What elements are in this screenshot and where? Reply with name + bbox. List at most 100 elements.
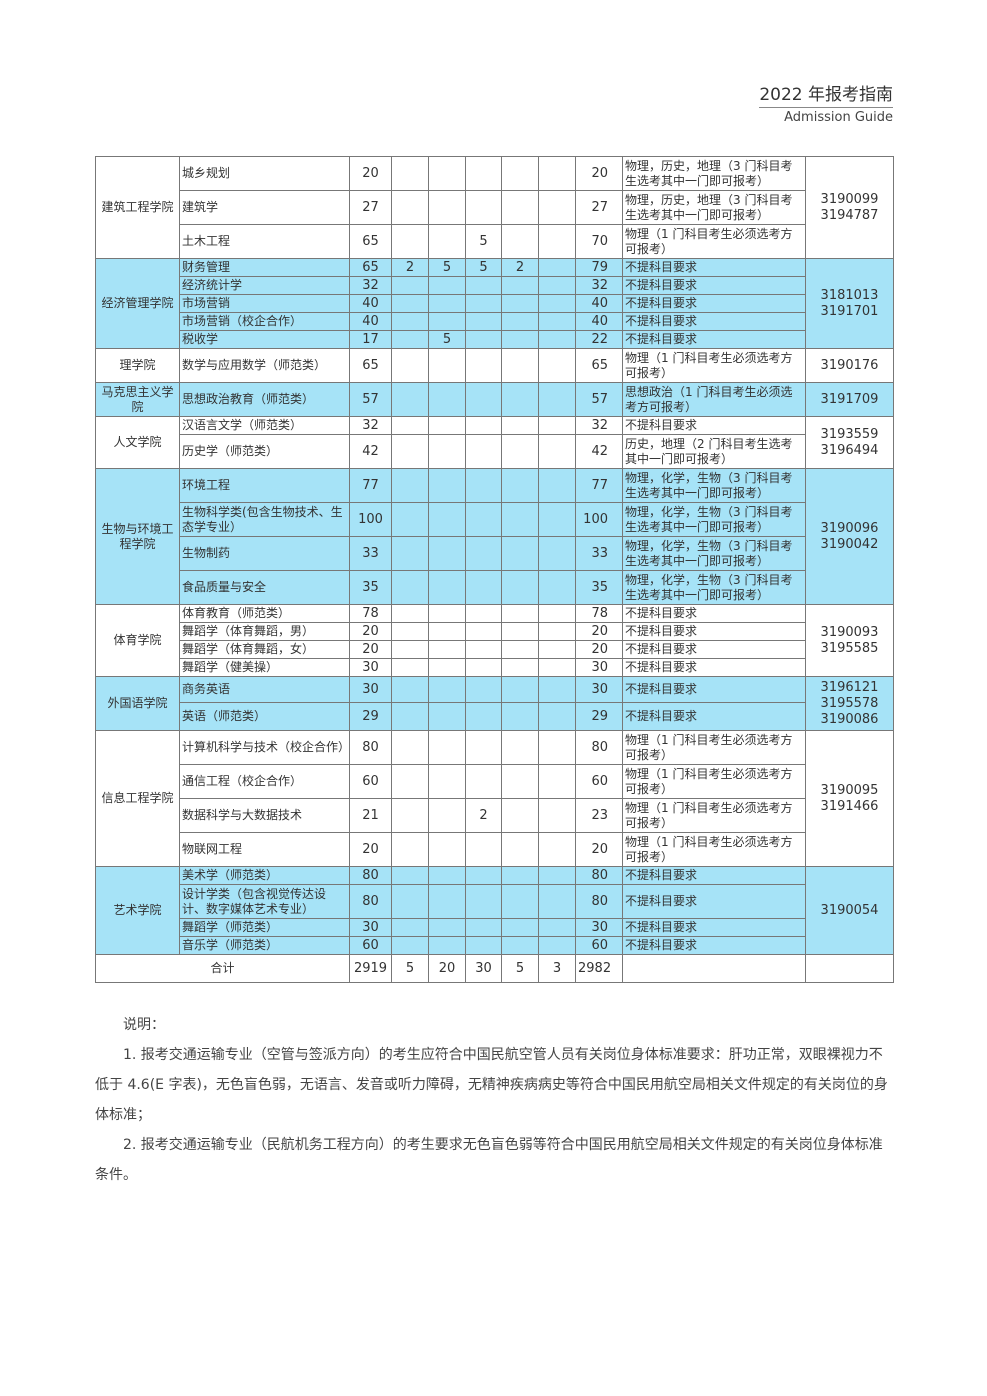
plan-count [391, 382, 429, 417]
major-name: 数学与应用数学（师范类） [179, 348, 350, 383]
major-name: 体育教育（师范类） [179, 604, 350, 623]
plan-count: 78 [349, 604, 392, 623]
plan-count [428, 416, 466, 435]
plan-count [501, 416, 539, 435]
table-row: 生物与环境工程学院 环境工程 77 77 物理，化学，生物（3 门科目考生选考其中一门即… [95, 468, 894, 605]
plan-count [428, 468, 466, 503]
grand-total: 2982 [575, 954, 623, 983]
major-name: 舞蹈学（体育舞蹈，男） [179, 622, 350, 641]
total-plan-count: 30 [465, 954, 502, 983]
plan-count [538, 536, 576, 571]
plan-count [391, 434, 429, 469]
total-plan-count: 20 [428, 954, 466, 983]
plan-count: 60 [349, 936, 392, 955]
plan-count [465, 884, 502, 919]
phone-number: 3190099 [820, 191, 879, 207]
plan-count [501, 832, 539, 867]
plan-count [538, 570, 576, 605]
plan-count [538, 330, 576, 349]
plan-count [465, 622, 502, 641]
plan-count: 5 [428, 330, 466, 349]
plan-count [465, 382, 502, 417]
total-count: 23 [575, 798, 623, 833]
plan-count [391, 604, 429, 623]
total-count: 20 [575, 832, 623, 867]
subject-requirement: 不提科目要求 [622, 258, 806, 277]
plan-count [501, 570, 539, 605]
plan-count: 80 [349, 730, 392, 765]
plan-count [391, 416, 429, 435]
admission-table: 建筑工程学院 城乡规划 20 20 物理，历史，地理（3 门科目考生选考其中一门即可报考… [95, 156, 894, 983]
contact-phone: 3190099 3194787 [805, 156, 894, 259]
table-row: 经济统计学 32 32 不提科目要求 [96, 276, 894, 295]
plan-count: 5 [465, 258, 502, 277]
plan-count [501, 764, 539, 799]
plan-count [501, 294, 539, 313]
total-count: 20 [575, 156, 623, 191]
table-row: 市场营销（校企合作） 40 40 不提科目要求 [96, 312, 894, 331]
plan-count [538, 936, 576, 955]
plan-count [428, 622, 466, 641]
major-name: 英语（师范类） [179, 702, 350, 731]
total-count: 27 [575, 190, 623, 225]
table-row: 人文学院 汉语言文学（师范类） 32 32 不提科目要求 3193559 3196494 [95, 416, 894, 469]
plan-count [501, 468, 539, 503]
plan-count [391, 866, 429, 885]
plan-count [501, 730, 539, 765]
plan-count [501, 936, 539, 955]
phone-number: 3191701 [820, 303, 879, 319]
plan-count [391, 832, 429, 867]
major-name: 舞蹈学（师范类） [179, 918, 350, 937]
subject-requirement: 历史，地理（2 门科目考生选考其中一门即可报考） [622, 434, 806, 469]
total-row: 合计 2919 5 20 30 5 3 2982 [95, 954, 894, 983]
plan-count [501, 330, 539, 349]
table-row: 土木工程 65 5 70 物理（1 门科目考生必须选考方可报考） [96, 224, 894, 259]
college-name: 经济管理学院 [95, 258, 180, 349]
table-row: 历史学（师范类） 42 42 历史，地理（2 门科目考生选考其中一门即可报考） [96, 434, 894, 469]
plan-count [538, 382, 576, 417]
total-plan-count: 3 [538, 954, 576, 983]
plan-count: 20 [349, 156, 392, 191]
table-row: 信息工程学院 计算机科学与技术（校企合作） 80 80 物理（1 门科目考生必须选考方可… [95, 730, 894, 867]
plan-count [538, 190, 576, 225]
total-count: 100 [575, 502, 623, 537]
subject-requirement: 物理（1 门科目考生必须选考方可报考） [622, 764, 806, 799]
plan-count [501, 658, 539, 677]
total-count: 57 [575, 382, 623, 417]
phone-number: 3191709 [820, 391, 879, 407]
plan-count [465, 276, 502, 295]
plan-count [428, 224, 466, 259]
total-plan-count: 5 [501, 954, 539, 983]
plan-count [501, 884, 539, 919]
subject-requirement: 物理，化学，生物（3 门科目考生选考其中一门即可报考） [622, 502, 806, 537]
plan-count [538, 866, 576, 885]
subject-requirement: 物理，化学，生物（3 门科目考生选考其中一门即可报考） [622, 570, 806, 605]
plan-count: 42 [349, 434, 392, 469]
phone-number: 3190176 [820, 357, 879, 373]
plan-count [391, 330, 429, 349]
plan-count [428, 190, 466, 225]
plan-count: 77 [349, 468, 392, 503]
plan-count [538, 884, 576, 919]
plan-count [501, 312, 539, 331]
plan-count [538, 156, 576, 191]
plan-count [391, 294, 429, 313]
table-row: 外国语学院 商务英语 30 30 不提科目要求 3196121 3195578 3190086 [95, 676, 894, 731]
subject-requirement: 不提科目要求 [622, 702, 806, 731]
plan-count [391, 764, 429, 799]
table-row: 艺术学院 美术学（师范类） 80 80 不提科目要求 3190054 [95, 866, 894, 955]
plan-count [501, 798, 539, 833]
plan-count [428, 832, 466, 867]
plan-count [391, 348, 429, 383]
plan-count: 57 [349, 382, 392, 417]
subject-requirement: 思想政治（1 门科目考生必须选考方可报考） [622, 382, 806, 417]
contact-phone: 3196121 3195578 3190086 [805, 676, 894, 731]
total-count: 80 [575, 730, 623, 765]
major-name: 食品质量与安全 [179, 570, 350, 605]
plan-count: 20 [349, 640, 392, 659]
table-row: 建筑工程学院 城乡规划 20 20 物理，历史，地理（3 门科目考生选考其中一门即可报考… [95, 156, 894, 259]
plan-count: 30 [349, 918, 392, 937]
plan-count [428, 884, 466, 919]
plan-count [538, 416, 576, 435]
total-count: 20 [575, 622, 623, 641]
